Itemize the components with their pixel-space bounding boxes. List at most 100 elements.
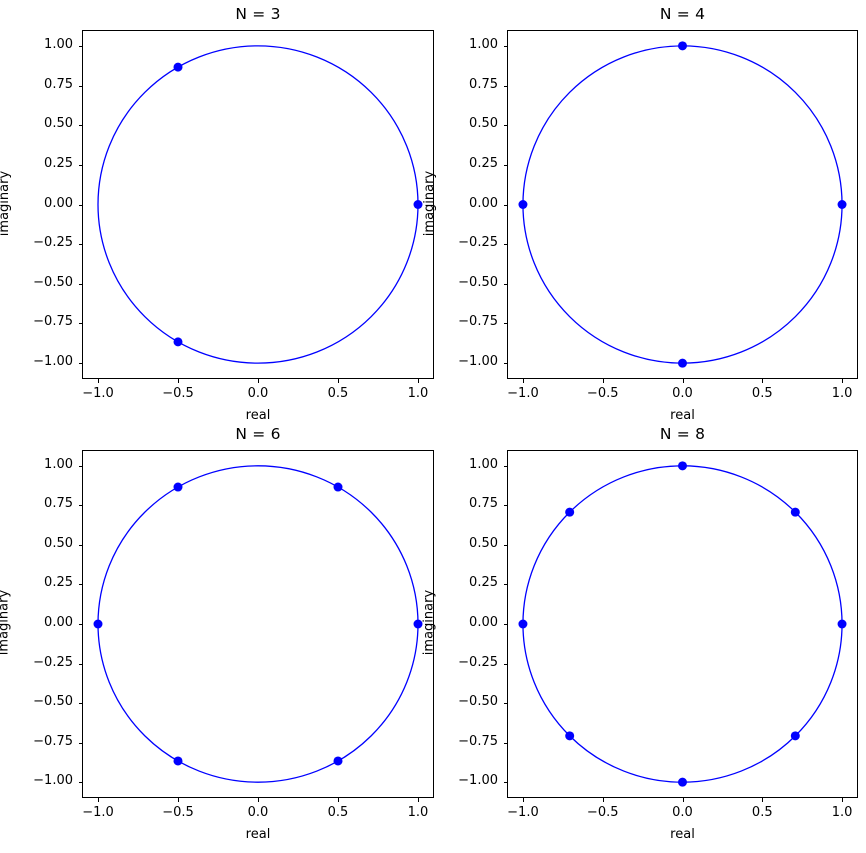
y-tick-label: 0.25 (469, 575, 498, 591)
x-tick-mark (602, 379, 604, 383)
plot-title: N = 4 (659, 5, 706, 23)
y-tick-label: −0.25 (458, 654, 498, 670)
y-tick-mark (503, 782, 507, 784)
x-tick-mark (258, 798, 259, 802)
x-tick-mark (98, 379, 99, 383)
x-axis-label: real (245, 827, 271, 842)
x-tick-mark (338, 379, 339, 383)
x-tick-mark (762, 798, 764, 802)
y-tick-label: −1.00 (33, 354, 73, 370)
y-tick-label: 0.75 (44, 496, 73, 512)
y-tick-mark (503, 45, 507, 47)
x-axis-label: real (245, 408, 271, 423)
root-marker (413, 200, 423, 209)
x-tick-label: 0.0 (672, 805, 693, 820)
x-tick-mark (522, 379, 524, 383)
x-tick-mark (842, 379, 844, 383)
y-tick-mark (78, 125, 82, 127)
y-tick-label: 1.00 (469, 36, 498, 52)
root-marker (518, 200, 528, 209)
y-tick-mark (78, 164, 82, 166)
y-tick-mark (503, 544, 507, 546)
y-tick-mark (78, 663, 82, 665)
y-tick-mark (78, 323, 82, 325)
x-tick-label: −0.5 (162, 386, 194, 401)
axes-frame (82, 450, 434, 798)
y-tick-mark (78, 742, 82, 744)
x-tick-mark (842, 798, 844, 802)
x-tick-label: −0.5 (162, 805, 194, 820)
y-tick-label: −0.50 (458, 694, 498, 710)
x-tick-label: −1.0 (507, 805, 539, 820)
axes-frame (507, 30, 858, 379)
y-tick-mark (503, 85, 507, 87)
y-tick-label: 0.00 (469, 195, 498, 211)
y-tick-mark (78, 505, 82, 507)
x-tick-label: 0.0 (672, 386, 693, 401)
root-marker (565, 731, 575, 741)
x-tick-mark (338, 798, 339, 802)
y-tick-mark (503, 283, 507, 285)
x-tick-label: 0.0 (247, 805, 269, 820)
root-marker (678, 41, 687, 51)
y-tick-label: 0.75 (469, 496, 498, 512)
y-tick-label: −0.25 (33, 235, 73, 251)
x-tick-label: 1.0 (407, 805, 429, 820)
root-marker (173, 482, 183, 492)
y-tick-mark (503, 164, 507, 166)
plot-title: N = 8 (659, 425, 706, 443)
y-tick-mark (503, 125, 507, 127)
x-tick-mark (762, 379, 764, 383)
x-tick-label: 0.5 (751, 805, 773, 820)
y-tick-label: 0.25 (44, 155, 73, 171)
plot-title: N = 6 (235, 425, 281, 443)
y-tick-mark (503, 244, 507, 246)
y-tick-mark (503, 465, 507, 467)
y-tick-mark (503, 703, 507, 705)
root-marker (173, 337, 183, 347)
x-tick-mark (178, 379, 179, 383)
y-tick-label: −0.25 (458, 235, 498, 251)
y-tick-label: 0.50 (44, 116, 73, 132)
y-tick-label: −0.75 (458, 314, 498, 330)
y-tick-label: −1.00 (458, 354, 498, 370)
root-marker (837, 200, 847, 209)
y-tick-label: −0.75 (458, 733, 498, 749)
root-marker (93, 619, 103, 629)
x-tick-mark (522, 798, 524, 802)
x-tick-label: 0.5 (751, 386, 773, 401)
y-tick-label: −0.25 (33, 654, 73, 670)
y-tick-mark (78, 45, 82, 47)
y-tick-label: 0.00 (44, 615, 73, 630)
y-tick-label: −1.00 (458, 773, 498, 789)
y-tick-mark (503, 204, 507, 206)
x-tick-label: −0.5 (586, 805, 619, 820)
y-tick-mark (78, 544, 82, 546)
x-tick-mark (98, 798, 99, 802)
root-marker (678, 461, 687, 471)
y-tick-label: −0.50 (33, 694, 73, 710)
root-marker (333, 756, 343, 766)
x-tick-label: −1.0 (82, 386, 114, 401)
y-tick-label: 1.00 (44, 456, 73, 472)
x-tick-mark (418, 798, 419, 802)
root-marker (837, 619, 847, 629)
y-tick-label: −0.75 (33, 314, 73, 330)
y-tick-mark (503, 505, 507, 507)
x-tick-label: 1.0 (407, 386, 429, 401)
y-tick-label: 0.00 (44, 195, 73, 211)
y-tick-label: 0.50 (469, 116, 498, 132)
y-tick-label: 0.50 (44, 535, 73, 551)
plot-title: N = 3 (235, 5, 281, 23)
y-tick-label: −0.75 (33, 733, 73, 749)
x-tick-label: −1.0 (507, 386, 539, 401)
y-tick-mark (503, 363, 507, 365)
x-tick-label: −1.0 (82, 805, 114, 820)
y-tick-mark (78, 363, 82, 365)
root-marker (678, 358, 687, 368)
y-tick-mark (78, 465, 82, 467)
y-tick-label: −1.00 (33, 773, 73, 789)
